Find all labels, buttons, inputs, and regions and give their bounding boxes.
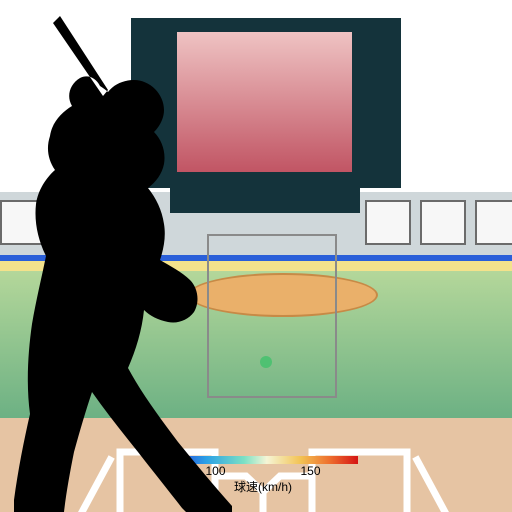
batter-silhouette: [0, 0, 512, 512]
pitch-chart: 100150球速(km/h): [0, 0, 512, 512]
